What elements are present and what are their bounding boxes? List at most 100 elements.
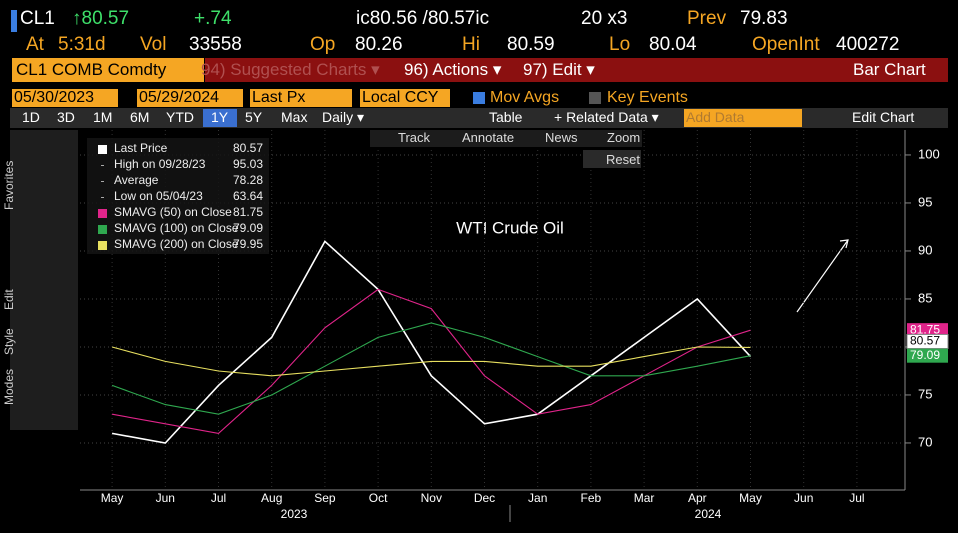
side-tab[interactable]: Style xyxy=(2,328,16,355)
x-tick-label: Jun xyxy=(794,491,813,505)
button[interactable]: 1M xyxy=(93,109,113,125)
button[interactable]: + Related Data ▾ xyxy=(554,109,659,125)
input-field[interactable]: 05/29/2024 xyxy=(139,89,220,106)
legend-value: 95.03 xyxy=(233,157,264,171)
y-tick-label: 100 xyxy=(918,146,940,161)
button[interactable]: 5Y xyxy=(245,109,263,125)
y-tick-label: 75 xyxy=(918,386,932,401)
quote-field: 80.26 xyxy=(355,34,403,55)
input-box[interactable] xyxy=(360,89,450,107)
x-tick-label: Aug xyxy=(261,491,282,505)
side-tab[interactable]: Modes xyxy=(2,368,16,405)
quote-field: 33558 xyxy=(189,34,242,55)
legend-value: 80.57 xyxy=(233,141,264,155)
checkbox[interactable] xyxy=(589,92,601,104)
security-field[interactable]: CL1 COMB Comdty xyxy=(16,60,167,79)
quote-field: 79.83 xyxy=(740,8,788,29)
legend-label: Low on 05/04/23 xyxy=(114,189,203,203)
input-box[interactable] xyxy=(137,89,243,107)
button[interactable]: Daily ▾ xyxy=(322,109,365,125)
toggle[interactable]: Mov Avgs xyxy=(490,89,560,106)
quote-field: 5:31d xyxy=(58,34,106,55)
side-tab[interactable]: Edit xyxy=(2,289,16,310)
price-tag-label: 79.09 xyxy=(910,348,940,362)
quote-field: 400272 xyxy=(836,34,900,55)
price-tag xyxy=(907,323,948,338)
input-field[interactable]: Last Px xyxy=(252,89,306,106)
y-tick-label: 90 xyxy=(918,242,932,257)
ticker-marker xyxy=(11,10,17,32)
legend-marker xyxy=(101,197,104,198)
menu-item[interactable]: 96) Actions ▾ xyxy=(404,60,502,79)
checkbox[interactable] xyxy=(473,92,485,104)
menu-bar xyxy=(205,58,948,82)
legend-value: 78.28 xyxy=(233,173,264,187)
legend-value: 63.64 xyxy=(233,189,264,203)
reset-button[interactable] xyxy=(583,150,641,168)
button[interactable]: Edit Chart xyxy=(852,109,915,125)
tool-button[interactable]: Zoom xyxy=(607,130,641,145)
add-data-box[interactable] xyxy=(684,109,802,127)
x-tick-label: Sep xyxy=(314,491,336,505)
button[interactable]: 6M xyxy=(130,109,150,125)
side-tab[interactable]: Favorites xyxy=(2,160,16,210)
button-bar xyxy=(10,108,948,128)
legend-label: Last Price xyxy=(114,141,168,155)
x-tick-label: Jul xyxy=(211,491,226,505)
y-tick-label: 85 xyxy=(918,290,932,305)
quote-field: Lo xyxy=(609,34,631,55)
legend-label: SMAVG (200) on Close xyxy=(114,237,239,251)
y-tick-label: 70 xyxy=(918,434,932,449)
toggle[interactable]: Key Events xyxy=(607,89,688,106)
quote-field: 80.04 xyxy=(649,34,697,55)
tool-button[interactable]: Annotate xyxy=(462,130,515,145)
menu-item[interactable]: Bar Chart xyxy=(853,60,926,79)
x-tick-label: Oct xyxy=(369,491,388,505)
legend-swatch xyxy=(98,145,107,154)
legend-swatch xyxy=(98,209,107,218)
series-line xyxy=(111,346,751,377)
legend-label: Average xyxy=(114,173,159,187)
quote-field: ic80.56 /80.57ic xyxy=(356,8,490,29)
y-tick-label: 95 xyxy=(918,194,932,209)
button[interactable]: 1Y xyxy=(211,109,229,125)
legend-swatch xyxy=(98,241,107,250)
x-tick-label: May xyxy=(739,491,762,505)
legend-swatch xyxy=(98,225,107,234)
legend-label: High on 09/28/23 xyxy=(114,157,206,171)
active-button[interactable] xyxy=(203,109,237,127)
quote-field: At xyxy=(26,34,44,55)
button[interactable]: Max xyxy=(281,109,308,125)
input-box[interactable] xyxy=(12,89,118,107)
quote-field: Op xyxy=(310,34,336,55)
tool-button[interactable]: Reset xyxy=(606,152,640,167)
quote-field: ↑80.57 xyxy=(72,8,130,29)
quote-field: OpenInt xyxy=(752,34,820,55)
button[interactable]: Add Data xyxy=(686,109,745,125)
quote-field: Vol xyxy=(140,34,167,55)
annotation-arrow xyxy=(796,239,849,313)
legend-marker xyxy=(101,165,104,166)
button[interactable]: YTD xyxy=(166,109,194,125)
button[interactable]: 1D xyxy=(22,109,40,125)
input-box[interactable] xyxy=(250,89,352,107)
menu-item[interactable]: 97) Edit ▾ xyxy=(523,60,595,79)
chart-toolbar xyxy=(370,130,642,147)
menu-item[interactable]: 94) Suggested Charts ▾ xyxy=(201,60,380,79)
quote-field: Prev xyxy=(687,8,727,29)
input-field[interactable]: Local CCY xyxy=(362,89,439,106)
x-tick-label: Mar xyxy=(634,491,655,505)
x-tick-label: Jun xyxy=(156,491,175,505)
button[interactable]: Table xyxy=(489,109,523,125)
price-tag xyxy=(906,333,949,349)
tool-button[interactable]: Track xyxy=(398,130,431,145)
input-field[interactable]: 05/30/2023 xyxy=(14,89,95,106)
x-tick-label: Jan xyxy=(528,491,547,505)
tool-button[interactable]: News xyxy=(545,130,578,145)
button[interactable]: 3D xyxy=(57,109,75,125)
x-tick-label: Dec xyxy=(474,491,495,505)
security-box xyxy=(12,58,204,82)
legend-marker xyxy=(101,181,104,182)
